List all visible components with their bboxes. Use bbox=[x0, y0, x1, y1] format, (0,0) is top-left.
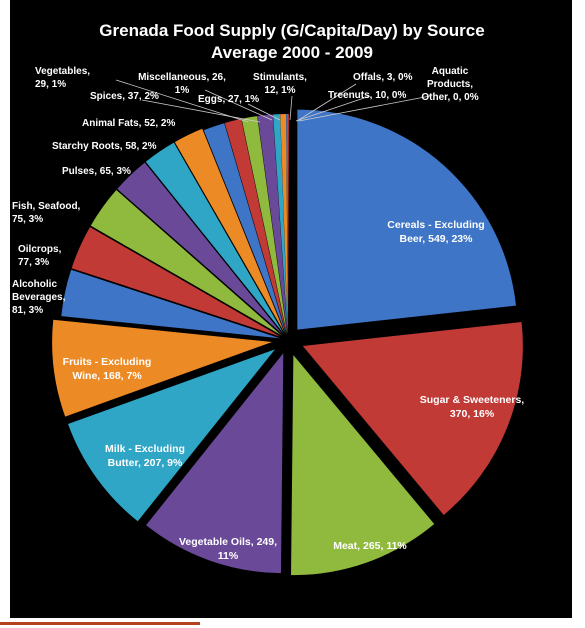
data-label-cereals: Cereals - Excluding bbox=[387, 219, 484, 231]
pie-slice-oilcrops bbox=[71, 227, 281, 337]
pie-slice-treenuts bbox=[280, 114, 288, 335]
pie-slice-fruits-excluding-wine bbox=[52, 319, 273, 417]
data-label-vegoils: Vegetable Oils, 249, bbox=[179, 536, 277, 548]
leader-line bbox=[115, 79, 249, 123]
data-label-cereals: Beer, 549, 23% bbox=[400, 233, 474, 245]
leader-lines bbox=[115, 79, 431, 123]
data-label-fruits: Fruits - Excluding bbox=[63, 356, 152, 368]
data-label-treenuts: Treenuts, 10, 0% bbox=[328, 90, 406, 101]
pie-slice-stimulants bbox=[273, 114, 288, 335]
data-label-vegetables: Vegetables, bbox=[35, 66, 90, 77]
data-label-eggs: Eggs, 27, 1% bbox=[198, 94, 259, 105]
data-label-oilcrops: Oilcrops, bbox=[18, 244, 62, 255]
data-label-alcohol: 81, 3% bbox=[12, 305, 43, 316]
data-label-milk: Milk - Excluding bbox=[105, 443, 185, 455]
data-label-fruits: Wine, 168, 7% bbox=[72, 370, 142, 382]
leader-line bbox=[247, 103, 281, 121]
data-label-milk: Butter, 207, 9% bbox=[108, 457, 183, 469]
pie-slice-fish-seafood bbox=[90, 190, 282, 336]
leader-line bbox=[289, 95, 293, 121]
accent-bar bbox=[0, 622, 200, 625]
data-label-sugar: 370, 16% bbox=[450, 408, 495, 420]
leader-line bbox=[298, 95, 431, 122]
pie-slice-aquatic-products-other bbox=[288, 114, 289, 334]
data-label-spices: Spices, 37, 2% bbox=[90, 91, 159, 102]
data-label-pulses: Pulses, 65, 3% bbox=[62, 166, 131, 177]
pie-slice-vegetables bbox=[224, 118, 287, 335]
leader-line bbox=[204, 89, 273, 121]
data-label-fish: Fish, Seafood, bbox=[12, 201, 81, 212]
pie-slice-vegetable-oils bbox=[146, 353, 284, 574]
pie-slice-pulses bbox=[117, 162, 283, 335]
pie-chart: Grenada Food Supply (G/Capita/Day) by So… bbox=[12, 21, 524, 576]
pie-slice-cereals-excluding-beer bbox=[297, 109, 517, 330]
data-label-stimulants: Stimulants, bbox=[253, 72, 307, 83]
data-label-oilcrops: 77, 3% bbox=[18, 257, 49, 268]
data-label-vegetables: 29, 1% bbox=[35, 79, 66, 90]
data-label-misc: 1% bbox=[175, 85, 190, 96]
chart-subtitle: Average 2000 - 2009 bbox=[211, 43, 373, 62]
data-label-misc: Miscellaneous, 26, bbox=[138, 72, 226, 83]
data-label-aquatic: Other, 0, 0% bbox=[421, 92, 478, 103]
pie-slice-animal-fats bbox=[174, 128, 285, 333]
data-label-animalfats: Animal Fats, 52, 2% bbox=[82, 118, 175, 129]
data-label-vegoils: 11% bbox=[218, 550, 239, 562]
data-label-aquatic: Products, bbox=[427, 79, 473, 90]
data-label-alcohol: Beverages, bbox=[12, 292, 66, 303]
leader-line bbox=[141, 99, 261, 123]
pie-slice-alcoholic-beverages bbox=[61, 269, 281, 339]
pie-slice-miscellaneous bbox=[257, 114, 288, 335]
data-label-stimulants: 12, 1% bbox=[264, 85, 295, 96]
pie-slice-spices bbox=[203, 123, 287, 335]
pie-slice-meat bbox=[291, 355, 435, 576]
chart-frame: Grenada Food Supply (G/Capita/Day) by So… bbox=[10, 0, 572, 618]
leader-line bbox=[296, 83, 357, 122]
pie-slice-starchy-roots bbox=[145, 142, 284, 334]
data-label-offals: Offals, 3, 0% bbox=[353, 72, 413, 83]
pie-slice-milk-excluding-butter bbox=[68, 349, 275, 522]
pie-slice-eggs bbox=[241, 116, 287, 335]
pie-slices bbox=[52, 109, 523, 576]
data-label-fish: 75, 3% bbox=[12, 214, 43, 225]
data-label-aquatic: Aquatic bbox=[432, 66, 469, 77]
bottom-rule bbox=[0, 620, 585, 628]
pie-slice-offals bbox=[286, 114, 288, 335]
leader-line bbox=[295, 95, 371, 122]
data-label-sugar: Sugar & Sweeteners, bbox=[420, 394, 525, 406]
chart-title: Grenada Food Supply (G/Capita/Day) by So… bbox=[99, 21, 484, 40]
data-label-alcohol: Alcoholic bbox=[12, 279, 57, 290]
pie-slice-sugar-sweeteners bbox=[302, 322, 523, 515]
data-label-meat: Meat, 265, 11% bbox=[333, 540, 407, 552]
data-label-starchy: Starchy Roots, 58, 2% bbox=[52, 141, 157, 152]
data-labels: Cereals - Excluding Beer, 549, 23% Sugar &… bbox=[12, 66, 524, 562]
